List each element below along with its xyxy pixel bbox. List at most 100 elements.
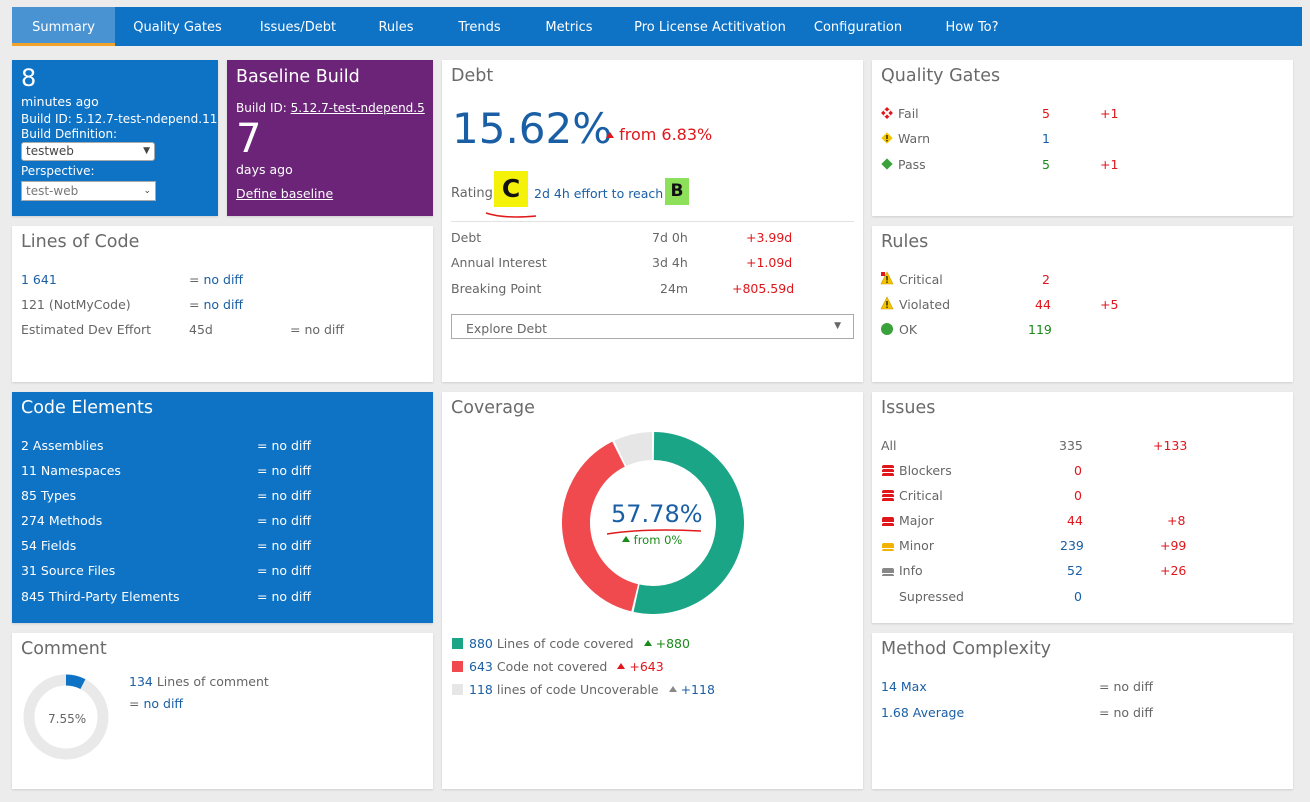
legend-uncoverable: 118 lines of code Uncoverable +118 [469, 682, 715, 697]
loc-value[interactable]: 1 641 [21, 272, 57, 287]
build-definition-select[interactable]: testweb ▼ [21, 142, 155, 161]
debt-row-diff: +1.09d [746, 255, 793, 270]
info-issue-icon [882, 565, 894, 576]
coverage-card: Coverage 57.78% from 0% 880 Lines of cod… [442, 392, 863, 789]
definition-label: Build Definition: [21, 127, 118, 141]
issues-label: Major [899, 513, 934, 528]
coverage-slice-not-covered [562, 441, 639, 612]
comment-donut-fill [65, 674, 86, 690]
debt-row-value: 7d 0h [652, 230, 688, 245]
gate-value: 5 [1042, 106, 1050, 121]
top-nav: Summary Quality Gates Issues/Debt Rules … [12, 7, 1302, 46]
code-element-label: 845 Third-Party Elements [21, 589, 180, 604]
tab-rules[interactable]: Rules [378, 20, 414, 35]
debt-row-label: Breaking Point [451, 281, 542, 296]
issues-label: All [881, 438, 897, 453]
rating-label: Rating [451, 186, 493, 201]
tab-how-to[interactable]: How To? [945, 20, 999, 35]
perspective-select[interactable]: test-web ⌄ [21, 181, 156, 201]
tab-pro-license[interactable]: Pro License Actitivation [634, 20, 786, 35]
comment-lines: 134 Lines of comment [129, 674, 269, 689]
legend-covered: 880 Lines of code covered +880 [469, 636, 690, 651]
baseline-days-value: 7 [236, 116, 262, 162]
legend-not-covered: 643 Code not covered +643 [469, 659, 664, 674]
define-baseline-link[interactable]: Define baseline [236, 186, 334, 201]
dev-effort-label: Estimated Dev Effort [21, 322, 152, 337]
arrow-up-icon [643, 640, 652, 646]
legend-swatch-uncoverable [452, 684, 463, 695]
issues-card: Issues All 335 +133 Blockers 0 Critical … [872, 392, 1293, 623]
ok-icon [881, 323, 893, 335]
loc-title: Lines of Code [21, 232, 140, 252]
complexity-diff: = no diff [1099, 679, 1154, 694]
chevron-down-icon: ⌄ [143, 186, 151, 196]
annotation-underline [606, 529, 702, 535]
effort-text[interactable]: 2d 4h effort to reach [534, 186, 664, 201]
coverage-title: Coverage [451, 398, 535, 418]
issues-value: 52 [1067, 563, 1083, 578]
rules-card: Rules Critical 2 Violated 44 +5 OK 119 [872, 226, 1293, 382]
code-element-diff: = no diff [257, 538, 312, 553]
critical-issue-icon [882, 490, 894, 501]
minutes-value: 8 [21, 64, 37, 92]
issues-diff: +8 [1167, 513, 1186, 528]
code-element-diff: = no diff [257, 589, 312, 604]
issues-label: Critical [899, 488, 943, 503]
comment-title: Comment [21, 639, 107, 659]
code-element-label: 54 Fields [21, 538, 77, 553]
rules-label: Violated [899, 297, 951, 312]
code-element-label: 274 Methods [21, 513, 103, 528]
complexity-diff: = no diff [1099, 705, 1154, 720]
dev-effort-diff: = no diff [290, 322, 345, 337]
issues-label: Info [899, 563, 923, 578]
pass-icon [881, 158, 893, 170]
debt-card: Debt 15.62% from 6.83% Rating C 2d 4h ef… [442, 60, 863, 382]
code-element-label: 31 Source Files [21, 563, 116, 578]
tab-metrics[interactable]: Metrics [545, 20, 593, 35]
legend-swatch-not-covered [452, 661, 463, 672]
debt-row-diff: +805.59d [732, 281, 795, 296]
code-element-diff: = no diff [257, 513, 312, 528]
rules-label: Critical [899, 272, 943, 287]
tab-trends[interactable]: Trends [458, 20, 501, 35]
explore-debt-select[interactable]: Explore Debt ▼ [451, 314, 854, 339]
tab-quality-gates[interactable]: Quality Gates [133, 20, 222, 35]
gate-label: Pass [898, 157, 926, 172]
issues-value: 239 [1060, 538, 1084, 553]
method-complexity-card: Method Complexity 14 Max = no diff 1.68 … [872, 633, 1293, 789]
minutes-label: minutes ago [21, 94, 99, 109]
warn-icon [881, 132, 893, 144]
baseline-build-link[interactable]: 5.12.7-test-ndepend.5 [290, 101, 425, 115]
debt-row-value: 3d 4h [652, 255, 688, 270]
lines-of-code-card: Lines of Code 1 641 = no diff 121 (NotMy… [12, 226, 433, 382]
loc-diff: = no diff [189, 297, 244, 312]
issues-label: Supressed [899, 589, 964, 604]
rules-value: 2 [1042, 272, 1050, 287]
critical-warning-icon [880, 271, 894, 285]
coverage-slice-uncoverable [614, 432, 653, 467]
complexity-title: Method Complexity [881, 639, 1052, 659]
build-card: 8 minutes ago Build ID: 5.12.7-test-ndep… [12, 60, 218, 216]
major-issue-icon [882, 515, 894, 526]
rules-title: Rules [881, 232, 929, 252]
quality-gates-card: Quality Gates Fail 5 +1 Warn 1 Pass 5 +1 [872, 60, 1293, 216]
comment-donut [23, 674, 109, 760]
code-elements-card: Code Elements 2 Assemblies = no diff 11 … [12, 392, 433, 623]
complexity-label[interactable]: 1.68 Average [881, 705, 965, 720]
complexity-label[interactable]: 14 Max [881, 679, 927, 694]
tab-summary[interactable]: Summary [12, 7, 115, 46]
issues-label: Blockers [899, 463, 952, 478]
debt-title: Debt [451, 66, 494, 86]
issues-value: 0 [1074, 463, 1082, 478]
build-id: Build ID: 5.12.7-test-ndepend.11 [21, 112, 218, 126]
debt-row-diff: +3.99d [746, 230, 793, 245]
code-element-label: 85 Types [21, 488, 77, 503]
debt-from: from 6.83% [606, 125, 712, 144]
tab-issues-debt[interactable]: Issues/Debt [259, 20, 337, 35]
code-element-diff: = no diff [257, 438, 312, 453]
arrow-up-icon [668, 686, 677, 692]
minor-issue-icon [882, 540, 894, 551]
arrow-up-icon [617, 663, 626, 669]
perspective-label: Perspective: [21, 164, 95, 178]
tab-configuration[interactable]: Configuration [813, 20, 903, 35]
